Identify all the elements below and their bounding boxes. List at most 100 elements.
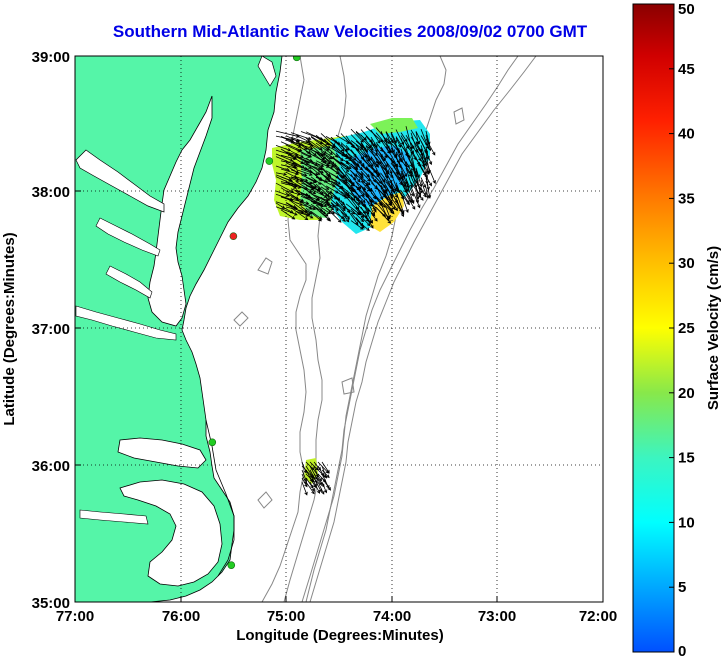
x-tick-label: 77:00 [56, 608, 94, 625]
colorbar-tick-label: 10 [678, 514, 695, 531]
velocity-vector [321, 481, 328, 494]
x-tick-label: 75:00 [267, 608, 305, 625]
velocity-vector [321, 477, 331, 491]
velocity-vector [305, 196, 328, 207]
pamlico-sound [119, 479, 223, 587]
grid-lines [75, 56, 603, 602]
velocity-vector [360, 176, 371, 186]
axis-ticks [74, 55, 604, 603]
velocity-vector [400, 192, 409, 213]
velocity-vector [313, 481, 321, 494]
velocity-vector [330, 202, 339, 212]
velocity-vector [301, 481, 308, 496]
velocity-vector [275, 206, 298, 216]
velocity-vector [410, 142, 422, 162]
velocity-vector [360, 185, 377, 205]
colorbar [632, 3, 675, 653]
radar-station-marker [265, 157, 274, 165]
colorbar-label: Surface Velocity (cm/s) [705, 246, 722, 410]
velocity-vector [370, 156, 379, 168]
velocity-vector [320, 160, 334, 168]
colorbar-tick-label: 20 [678, 385, 695, 402]
velocity-vector [405, 126, 414, 150]
velocity-vector [335, 202, 350, 220]
velocity-vector [285, 206, 309, 214]
velocity-vector [275, 145, 292, 152]
radar-station-marker [292, 56, 301, 62]
james-river [75, 305, 177, 341]
colorbar-tick-label: 0 [678, 643, 686, 659]
velocity-vector [350, 208, 365, 223]
velocity-vector [365, 142, 374, 151]
colorbar-tick-label: 15 [678, 450, 695, 467]
velocity-vector [335, 152, 344, 162]
velocity-vector [425, 187, 430, 199]
velocity-vector [385, 207, 391, 219]
velocity-vector [355, 186, 365, 197]
velocity-vector [350, 128, 364, 143]
radar-stations [208, 56, 301, 569]
x-axis-label: Longitude (Degrees:Minutes) [236, 627, 444, 644]
velocity-vector [415, 131, 420, 145]
velocity-vector [295, 202, 317, 211]
velocity-vector [320, 182, 330, 191]
y-tick-label: 39:00 [32, 49, 70, 66]
colorbar-tick-label: 40 [678, 126, 695, 143]
colorbar-tick-label: 35 [678, 190, 695, 207]
velocity-vector [425, 150, 433, 166]
x-tick-label: 76:00 [162, 608, 200, 625]
y-tick-label: 36:00 [32, 458, 70, 475]
velocity-vector [280, 168, 299, 176]
y-tick-label: 35:00 [32, 595, 70, 612]
velocity-vector [300, 152, 312, 158]
radar-station-marker [229, 232, 238, 240]
velocity-vector [405, 178, 415, 197]
velocity-vector [385, 186, 393, 199]
chesapeake-bay [147, 95, 213, 327]
velocity-vector [345, 207, 359, 226]
pamlico-river [79, 509, 149, 525]
velocity-vector [275, 172, 288, 176]
velocity-vector [365, 211, 373, 224]
velocity-vector [290, 132, 312, 141]
velocity-vector [340, 211, 350, 223]
x-tick-label: 73:00 [478, 608, 516, 625]
velocity-vector [320, 207, 331, 215]
colorbar-ticks: 0 5 10 15 20 25 30 35 40 45 50 [669, 1, 695, 659]
velocity-vector [370, 212, 378, 222]
velocity-vector [420, 177, 427, 189]
velocity-vectors [275, 126, 436, 496]
velocity-vector [355, 218, 370, 232]
potomac-river [75, 149, 165, 213]
outer-banks [205, 419, 235, 577]
velocity-vector [301, 477, 308, 488]
york-river [105, 265, 153, 299]
velocity-vector [321, 461, 330, 474]
velocity-vector [310, 210, 323, 220]
colorbar-tick-label: 30 [678, 255, 695, 272]
velocity-vector [280, 164, 298, 170]
velocity-vector [405, 167, 414, 189]
y-tick-label: 38:00 [32, 184, 70, 201]
velocity-vector [320, 211, 331, 221]
velocity-vector [335, 141, 345, 152]
velocity-vector [295, 181, 317, 195]
x-tick-label: 74:00 [373, 608, 411, 625]
rappahannock-river [95, 217, 161, 257]
velocity-vector [365, 215, 374, 229]
velocity-vector [317, 481, 325, 495]
velocity-vector [300, 210, 314, 219]
velocity-vector [350, 207, 361, 215]
albemarle-sound [117, 437, 207, 469]
velocity-vector [295, 144, 312, 154]
velocity-vector [325, 207, 342, 223]
velocity-vector [375, 206, 392, 224]
velocity-vector [321, 469, 330, 479]
velocity-vector [310, 201, 324, 208]
velocity-vector [350, 187, 366, 204]
x-tick-label: 72:00 [579, 608, 617, 625]
velocity-vector [350, 220, 364, 230]
velocity-vector [290, 141, 314, 150]
velocity-vector [395, 197, 405, 218]
